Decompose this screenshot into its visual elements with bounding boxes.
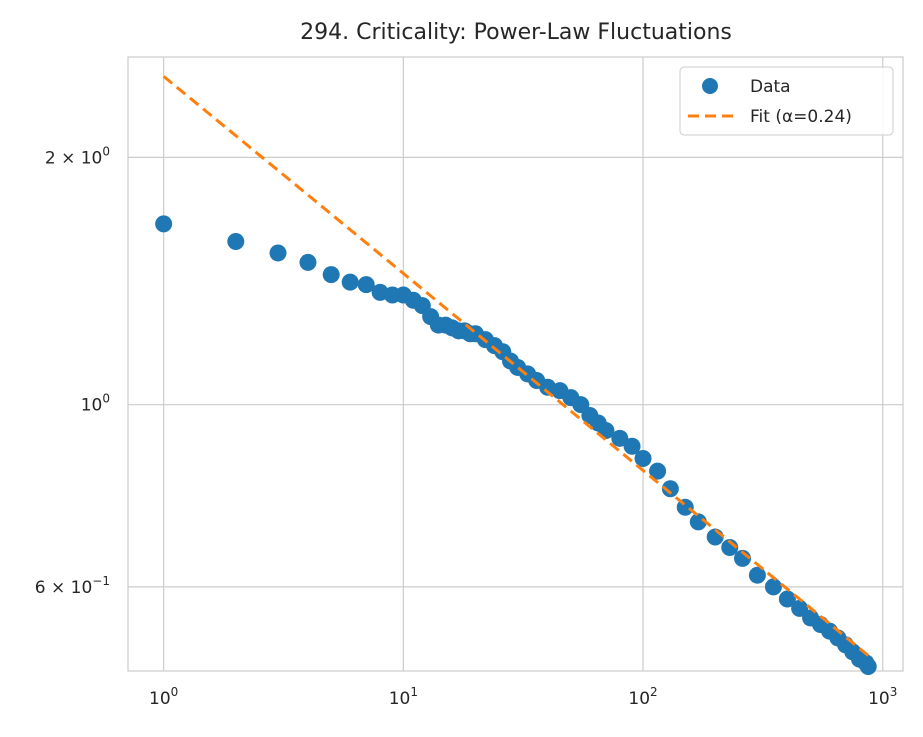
data-point-34: [611, 429, 629, 447]
data-point-56: [859, 658, 877, 676]
plot-area: [127, 56, 904, 672]
data-point-3: [299, 253, 317, 271]
data-point-4: [322, 266, 340, 284]
data-point-36: [634, 449, 652, 467]
y-tick-label-0: 2 × 100: [45, 144, 110, 168]
data-point-44: [748, 566, 766, 584]
data-point-46: [778, 590, 796, 608]
grid: [128, 57, 903, 671]
legend-label-data: Data: [750, 77, 791, 97]
x-tick-label-1: 101: [389, 685, 418, 709]
data-point-45: [764, 578, 782, 596]
data-point-2: [269, 244, 287, 262]
x-axis: 100 101 102 103: [149, 685, 897, 709]
y-axis: 2 × 100 100 6 × 10−1: [35, 144, 110, 598]
data-point-37: [649, 462, 667, 480]
x-tick-label-0: 100: [149, 685, 178, 709]
data-point-40: [689, 513, 707, 531]
data-point-35: [623, 437, 641, 455]
data-point-38: [661, 480, 679, 498]
y-tick-label-2: 6 × 10−1: [35, 574, 110, 598]
data-point-47: [791, 599, 809, 617]
legend-box: [679, 66, 894, 136]
y-tick-label-1: 100: [81, 392, 110, 416]
data-point-5: [341, 273, 359, 291]
x-tick-label-2: 102: [628, 685, 657, 709]
data-point-1: [227, 232, 245, 250]
series-data: [155, 215, 877, 676]
series-layer: [155, 75, 877, 676]
data-point-6: [357, 276, 375, 294]
chart-title: 294. Criticality: Power-Law Fluctuations: [300, 20, 732, 45]
legend: Data Fit (α=0.24): [679, 66, 894, 136]
x-tick-label-3: 103: [868, 685, 897, 709]
data-point-0: [155, 215, 173, 233]
legend-data-marker: [702, 78, 718, 94]
legend-label-fit: Fit (α=0.24): [750, 107, 852, 127]
